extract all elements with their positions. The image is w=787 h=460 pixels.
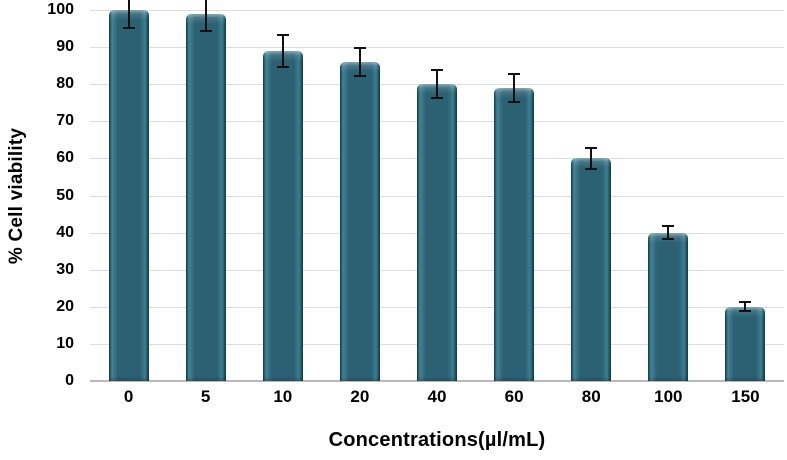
error-bar-cap-top bbox=[276, 34, 289, 37]
x-tick-label: 5 bbox=[200, 387, 211, 406]
error-bar-line bbox=[436, 69, 438, 100]
y-tick-label: 80 bbox=[56, 75, 74, 93]
y-tick-label: 10 bbox=[56, 334, 74, 352]
error-bar bbox=[199, 0, 212, 33]
error-bar-cap-top bbox=[662, 225, 675, 228]
bar bbox=[571, 158, 612, 381]
error-bar-cap-top bbox=[353, 47, 366, 50]
error-bar-cap-bottom bbox=[276, 65, 289, 68]
error-bar-cap-top bbox=[585, 147, 598, 150]
error-bar-cap-bottom bbox=[353, 74, 366, 77]
error-bar bbox=[276, 34, 289, 68]
error-bar bbox=[585, 147, 598, 170]
y-tick-label: 20 bbox=[56, 297, 74, 315]
error-bar bbox=[508, 73, 521, 103]
x-tick-label: 0 bbox=[123, 387, 134, 406]
error-bar-cap-top bbox=[508, 73, 521, 76]
error-bar-line bbox=[127, 0, 130, 29]
error-bar-line bbox=[358, 47, 361, 77]
x-axis-line bbox=[90, 380, 784, 382]
x-tick-label: 80 bbox=[581, 387, 601, 406]
y-tick-label: 90 bbox=[56, 38, 74, 56]
error-bar-line bbox=[513, 73, 516, 103]
error-bar-cap-bottom bbox=[662, 238, 675, 241]
gridline bbox=[90, 47, 784, 49]
x-tick-label: 150 bbox=[731, 387, 760, 406]
y-tick-label: 60 bbox=[56, 149, 74, 167]
bar bbox=[494, 87, 535, 381]
bar bbox=[725, 306, 766, 381]
error-bar-cap-bottom bbox=[122, 26, 135, 29]
x-axis: 0 5 10 20 40 60 80 100 150 bbox=[90, 386, 784, 410]
error-bar-cap-bottom bbox=[431, 97, 443, 100]
bar bbox=[185, 13, 226, 381]
error-bar bbox=[353, 47, 366, 77]
error-bar bbox=[739, 301, 752, 313]
error-bar bbox=[662, 225, 675, 241]
error-bar-cap-bottom bbox=[585, 167, 598, 170]
error-bar-line bbox=[281, 34, 284, 68]
x-tick-label: 40 bbox=[427, 387, 447, 406]
y-tick-label: 100 bbox=[47, 1, 74, 18]
y-tick-label: 50 bbox=[56, 186, 74, 204]
error-bar-line bbox=[204, 0, 207, 33]
bar bbox=[417, 84, 457, 381]
y-tick-label: 0 bbox=[65, 372, 74, 389]
plot-area bbox=[90, 0, 784, 382]
x-tick-label: 100 bbox=[654, 387, 683, 406]
error-bar-cap-bottom bbox=[199, 30, 212, 33]
error-bar bbox=[122, 0, 135, 29]
x-tick-label: 60 bbox=[504, 387, 524, 406]
bar bbox=[648, 232, 689, 381]
y-axis: 0 10 20 30 40 50 60 70 80 90 100 bbox=[0, 1, 80, 389]
bar bbox=[339, 61, 380, 381]
error-bar-cap-bottom bbox=[739, 310, 752, 313]
error-bar-line bbox=[590, 147, 593, 170]
x-axis-title: Concentrations(µl/mL) bbox=[328, 429, 546, 451]
y-tick-label: 70 bbox=[56, 112, 74, 130]
error-bar-cap-bottom bbox=[508, 100, 521, 103]
x-tick-label: 20 bbox=[350, 387, 370, 406]
bar bbox=[108, 10, 149, 381]
bar bbox=[262, 50, 303, 381]
error-bar-cap-top bbox=[739, 301, 752, 304]
y-tick-label: 40 bbox=[56, 223, 74, 241]
error-bar-line bbox=[667, 225, 670, 241]
error-bar bbox=[431, 69, 443, 100]
error-bar-line bbox=[744, 301, 747, 313]
y-tick-label: 30 bbox=[56, 260, 74, 278]
error-bar-cap-top bbox=[431, 69, 443, 72]
gridline bbox=[90, 10, 784, 11]
x-tick-label: 10 bbox=[273, 387, 293, 406]
